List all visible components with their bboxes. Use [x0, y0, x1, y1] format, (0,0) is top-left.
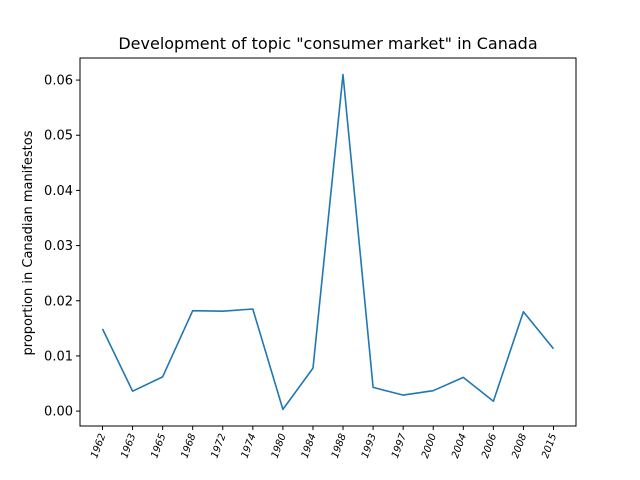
x-tick-label: 1997 [390, 432, 409, 460]
y-tick-label: 0.01 [44, 349, 73, 364]
x-tick-label: 1993 [360, 432, 379, 460]
x-tick-label: 2004 [450, 432, 469, 460]
x-tick-label: 2008 [510, 432, 529, 460]
x-axis-ticks: 1962 1963 1965 1968 1972 1974 1980 1984 1988 1993… [89, 426, 559, 460]
y-axis-ticks: 0.00 0.01 0.02 0.03 0.04 0.05 0.06 [44, 74, 80, 420]
y-tick-label: 0.06 [44, 74, 73, 89]
x-tick-label: 1968 [179, 432, 198, 460]
x-tick-label: 1965 [149, 432, 168, 460]
y-tick-label: 0.00 [44, 405, 73, 420]
x-tick-label: 2006 [480, 432, 499, 460]
plot-frame [79, 57, 577, 427]
y-axis-label: proportion in Canadian manifestos [21, 130, 36, 355]
x-tick-label: 1963 [119, 432, 138, 460]
y-tick-label: 0.05 [44, 129, 73, 144]
y-tick-label: 0.04 [44, 184, 73, 199]
chart-title: Development of topic "consumer market" i… [118, 34, 537, 53]
x-tick-label: 1974 [240, 432, 259, 460]
x-tick-label: 1962 [89, 432, 108, 460]
y-tick-label: 0.03 [44, 239, 73, 254]
series-layer [101, 73, 555, 411]
y-tick-label: 0.02 [44, 294, 73, 309]
x-tick-label: 2015 [540, 432, 559, 460]
x-tick-label: 1980 [270, 432, 289, 460]
x-tick-label: 1988 [330, 432, 349, 460]
x-tick-label: 1984 [300, 432, 319, 460]
x-tick-label: 1972 [210, 432, 229, 460]
x-tick-label: 2000 [420, 432, 439, 460]
series-line-0 [101, 73, 555, 411]
